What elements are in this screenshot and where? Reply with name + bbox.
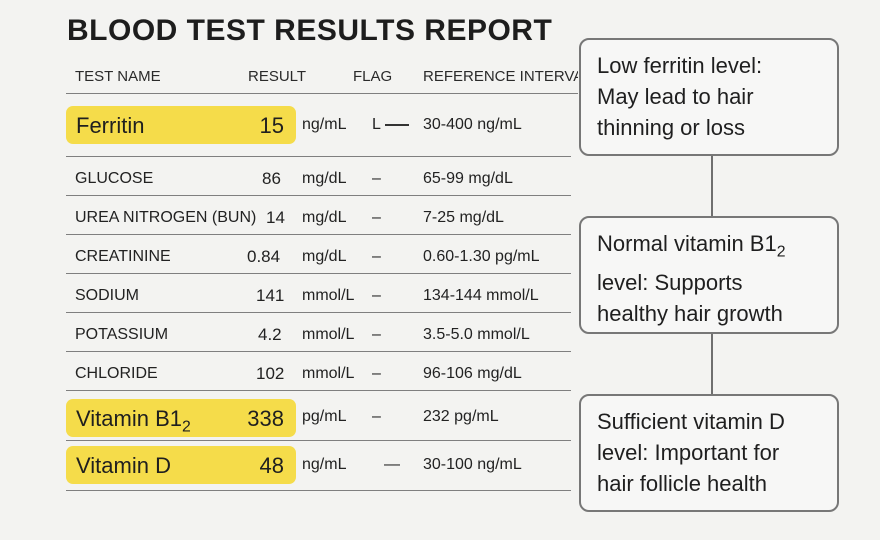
test-name: CREATININE (75, 248, 171, 265)
test-result: 141 (256, 286, 285, 305)
header-test-name: TEST NAME (75, 68, 161, 85)
row-divider (66, 312, 571, 313)
table-row-vitamin-d: Vitamin D 48 ng/mL — 30-100 ng/mL (66, 444, 578, 488)
test-unit: mg/dL (302, 209, 347, 226)
test-reference: 134-144 mmol/L (423, 287, 539, 304)
test-reference: 65-99 mg/dL (423, 170, 513, 187)
table-row-vitamin-b12: Vitamin B12 338 pg/mL – 232 pg/mL (66, 396, 578, 440)
row-divider (66, 351, 571, 352)
test-flag: – (372, 209, 381, 226)
test-flag: – (372, 408, 381, 425)
test-flag: – (372, 287, 381, 304)
test-name: UREA NITROGEN (BUN) (75, 209, 257, 226)
test-flag: – (372, 326, 381, 343)
test-name: Vitamin D (76, 453, 171, 478)
test-name: Vitamin B12 (76, 406, 191, 436)
test-flag: – (372, 248, 381, 265)
test-reference: 7-25 mg/dL (423, 209, 504, 226)
test-result: 0.84 (247, 247, 281, 266)
table-row-ferritin: Ferritin 15 ng/mL L 30-400 ng/mL (66, 104, 578, 148)
table-row: GLUCOSE 86 mg/dL – 65-99 mg/dL (66, 164, 578, 196)
highlight-ferritin: Ferritin 15 (66, 106, 296, 144)
header-flag: FLAG (353, 68, 393, 85)
test-unit: mg/dL (302, 170, 347, 187)
annotation-line: Normal vitamin B12 (597, 231, 786, 261)
test-unit: mg/dL (302, 248, 347, 265)
row-divider (66, 273, 571, 274)
test-result: 4.2 (258, 325, 282, 344)
test-name: CHLORIDE (75, 365, 158, 382)
annotation-line: Sufficient vitamin D (597, 409, 785, 434)
test-reference: 96-106 mg/dL (423, 365, 522, 382)
annotation-line: level: Important for (597, 440, 780, 465)
connector-line (711, 333, 713, 395)
results-table: TEST NAME RESULT FLAG REFERENCE INTERVAL… (66, 62, 578, 522)
test-name: POTASSIUM (75, 326, 169, 343)
test-reference: 232 pg/mL (423, 408, 499, 425)
test-unit: ng/mL (302, 456, 347, 473)
test-unit: mmol/L (302, 326, 355, 343)
test-result: 14 (266, 208, 285, 227)
annotation-vitamin-b12: Normal vitamin B12 level: Supports healt… (579, 216, 839, 334)
test-result: 15 (259, 113, 284, 138)
test-flag: — (384, 456, 400, 473)
table-row: POTASSIUM 4.2 mmol/L – 3.5-5.0 mmol/L (66, 320, 578, 352)
row-divider (66, 156, 571, 157)
test-name: GLUCOSE (75, 170, 154, 187)
test-flag: – (372, 365, 381, 382)
flag-dash-icon (384, 123, 409, 126)
test-unit: ng/mL (302, 116, 347, 133)
table-row: CHLORIDE 102 mmol/L – 96-106 mg/dL (66, 359, 578, 391)
test-result: 86 (262, 169, 281, 188)
test-reference: 30-100 ng/mL (423, 456, 522, 473)
test-unit: mmol/L (302, 365, 355, 382)
header-divider (66, 93, 578, 94)
annotation-line: level: Supports (597, 270, 743, 296)
test-result: 338 (247, 406, 284, 431)
row-divider (66, 195, 571, 196)
test-flag: L (372, 116, 409, 134)
annotation-line: Low ferritin level: (597, 53, 763, 78)
annotation-line: thinning or loss (597, 115, 745, 140)
table-row: SODIUM 141 mmol/L – 134-144 mmol/L (66, 281, 578, 313)
test-result: 102 (256, 364, 285, 383)
test-unit: pg/mL (302, 408, 347, 425)
highlight-vitamin-b12: Vitamin B12 338 (66, 399, 296, 437)
test-flag: – (372, 170, 381, 187)
annotation-ferritin: Low ferritin level: May lead to hair thi… (579, 38, 839, 156)
test-name: Ferritin (76, 113, 145, 138)
row-divider (66, 490, 571, 491)
header-reference: REFERENCE INTERVAL (423, 68, 578, 85)
row-divider (66, 440, 571, 441)
test-reference: 0.60-1.30 pg/mL (423, 248, 540, 265)
annotation-line: May lead to hair (597, 84, 754, 109)
annotation-line: healthy hair growth (597, 301, 783, 327)
table-row: UREA NITROGEN (BUN) 14 mg/dL – 7-25 mg/d… (66, 203, 578, 235)
test-name: SODIUM (75, 287, 139, 304)
row-divider (66, 390, 571, 391)
test-reference: 3.5-5.0 mmol/L (423, 326, 530, 343)
header-result: RESULT (248, 68, 307, 85)
report-title: BLOOD TEST RESULTS REPORT (67, 14, 553, 47)
row-divider (66, 234, 571, 235)
test-unit: mmol/L (302, 287, 355, 304)
annotation-line: hair follicle health (597, 471, 767, 496)
highlight-vitamin-d: Vitamin D 48 (66, 446, 296, 484)
test-result: 48 (259, 453, 284, 478)
annotation-vitamin-d: Sufficient vitamin D level: Important fo… (579, 394, 839, 512)
connector-line (711, 155, 713, 218)
table-row: CREATININE 0.84 mg/dL – 0.60-1.30 pg/mL (66, 242, 578, 274)
test-reference: 30-400 ng/mL (423, 116, 522, 133)
